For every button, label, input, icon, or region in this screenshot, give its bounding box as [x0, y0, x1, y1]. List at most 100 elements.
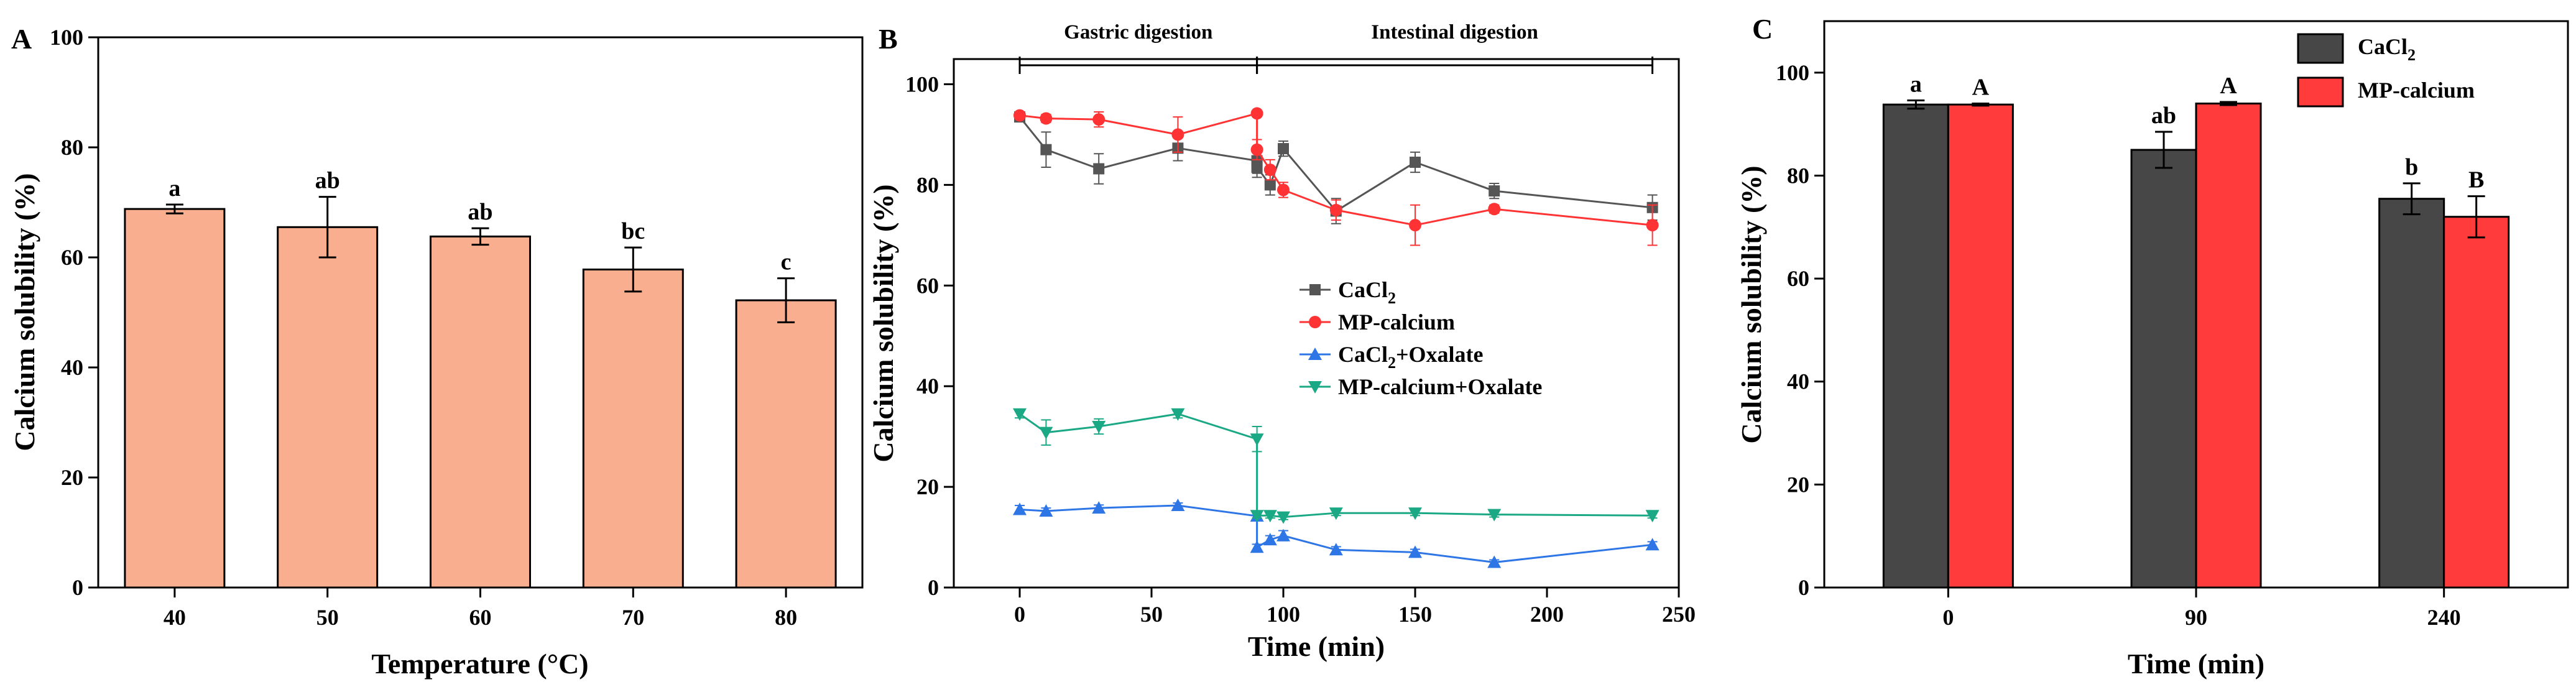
panel-b-legend-label: MP-calcium+Oxalate: [1338, 374, 1542, 399]
panel-b-data-point: [1093, 163, 1105, 175]
panel-a-y-axis-title: Calcium solubility (%): [9, 173, 40, 451]
panel-a-x-tick-label: 60: [469, 605, 492, 630]
panel-b-data-point: [1092, 113, 1106, 126]
panel-b-data-point: [1645, 538, 1660, 551]
panel-b-data-point: [1251, 162, 1263, 173]
panel-a-y-tick-label: 40: [61, 355, 83, 380]
panel-b-data-point: [1276, 511, 1290, 524]
panel-b-letter: B: [879, 23, 898, 55]
panel-a-significance-letter: a: [169, 175, 180, 201]
panel-b-data-point: [1039, 504, 1053, 517]
panel-b-x-tick-label: 150: [1398, 602, 1432, 627]
panel-c-y-tick-label: 100: [1776, 60, 1809, 85]
panel-b-y-tick-label: 60: [916, 273, 939, 298]
panel-b-data-point: [1250, 540, 1264, 553]
panel-b-y-tick-label: 0: [928, 575, 939, 600]
panel-b-legend-label: MP-calcium: [1338, 310, 1455, 334]
panel-b-data-point: [1263, 164, 1276, 177]
panel-b-y-tick-label: 20: [916, 474, 939, 499]
panel-c-x-tick-label: 240: [2427, 605, 2461, 630]
panel-c-letter: C: [1752, 13, 1773, 45]
panel-c-legend-label-main: CaCl: [2358, 34, 2407, 59]
panel-b-phase-label: Intestinal digestion: [1371, 21, 1538, 44]
panel-c-significance-letter: A: [1972, 75, 1990, 101]
panel-a-y-tick-label: 60: [61, 245, 83, 270]
panel-c-legend-label-subscript: 2: [2407, 46, 2416, 64]
panel-b-data-point: [1039, 426, 1053, 440]
panel-b: B Gastric digestion Intestinal digestion …: [867, 21, 1696, 662]
panel-b-series-line: [1019, 112, 1653, 226]
panel-b-data-point: [1645, 510, 1660, 523]
panel-c-bar: [2378, 198, 2445, 589]
panel-b-y-tick-label: 100: [905, 71, 939, 96]
panel-b-data-point: [1488, 203, 1501, 216]
panel-b-data-point: [1329, 543, 1343, 556]
panel-c-legend-label-main: MP-calcium: [2358, 78, 2475, 103]
panel-a-x-tick-label: 50: [316, 605, 339, 630]
panel-b-data-point: [1250, 143, 1263, 156]
panel-c-significance-letter: B: [2468, 167, 2484, 193]
panel-b-x-tick-label: 250: [1662, 602, 1696, 627]
panel-a-bar: [124, 208, 226, 589]
panel-c-y-tick-label: 60: [1787, 266, 1809, 291]
panel-b-x-axis-title: Time (min): [1248, 630, 1385, 662]
panel-a-y-tick-label: 20: [61, 465, 83, 490]
panel-a-x-tick-label: 80: [775, 605, 797, 630]
panel-c-bar: [1947, 103, 2014, 589]
panel-c-significance-letter: A: [2220, 73, 2237, 99]
panel-b-x-tick-label: 100: [1267, 602, 1300, 627]
panel-c-x-tick-label: 90: [2185, 605, 2207, 630]
panel-c-significance-letter: a: [1910, 71, 1922, 98]
panel-b-data-point: [1250, 107, 1263, 120]
panel-c-y-tick-label: 20: [1787, 472, 1809, 497]
panel-b-data-point: [1276, 528, 1290, 542]
panel-b-data-point: [1171, 128, 1184, 141]
panel-b-legend-label-main: MP-calcium+Oxalate: [1338, 374, 1542, 399]
panel-b-legend-label-suffix: +Oxalate: [1396, 342, 1484, 367]
panel-b-data-point: [1410, 156, 1421, 168]
panel-b-data-point: [1263, 533, 1277, 546]
panel-b-legend-label: CaCl2: [1338, 277, 1396, 307]
panel-b-data-point: [1171, 499, 1185, 512]
panel-b-x-tick-label: 50: [1140, 602, 1163, 627]
panel-c-y-tick-label: 40: [1787, 369, 1809, 394]
panel-c-bar: [2443, 216, 2510, 589]
panel-b-data-point: [1278, 143, 1289, 155]
panel-b-data-point: [1329, 507, 1343, 520]
panel-b-data-point: [1040, 112, 1053, 125]
panel-b-data-point: [1040, 144, 1052, 155]
panel-b-legend-marker: [1308, 381, 1322, 394]
panel-b-data-point: [1013, 109, 1026, 122]
panel-b-data-point: [1263, 510, 1277, 523]
panel-c-x-tick-label: 0: [1942, 605, 1954, 630]
panel-a-tick-group: 0 20 40 60 80 100 40 50 60 70 80: [50, 25, 797, 630]
panel-a-x-tick-label: 40: [164, 605, 186, 630]
panel-b-tick-group: 0 20 40 60 80 100 0 50 100 150 200 250: [905, 71, 1696, 627]
panel-b-data-point: [1408, 545, 1422, 558]
panel-c-legend-swatch: [2297, 33, 2344, 64]
panel-b-legend-marker: [1309, 316, 1321, 328]
panel-a-significance-letter: c: [781, 249, 792, 275]
panel-b-legend-marker: [1309, 284, 1321, 295]
panel-b-data-point: [1250, 433, 1264, 446]
panel-b-series-line: [1019, 504, 1653, 564]
panel-b-data-point: [1329, 203, 1342, 216]
panel-a-x-axis-title: Temperature (°C): [371, 648, 588, 680]
panel-b-data-point: [1646, 219, 1659, 232]
panel-b-y-tick-label: 40: [916, 374, 939, 399]
panel-b-legend-marker: [1308, 348, 1322, 360]
panel-c-x-axis-title: Time (min): [2128, 648, 2264, 680]
panel-a-plot-frame: [97, 36, 864, 589]
panel-b-phase-brackets: Gastric digestion Intestinal digestion: [1018, 21, 1654, 74]
panel-b-y-tick-label: 80: [916, 172, 939, 197]
panel-b-legend-label-main: MP-calcium: [1338, 310, 1455, 334]
panel-a-bar-group: a ab ab bc c: [124, 168, 837, 589]
panel-b-legend-label-main: CaCl: [1338, 342, 1388, 367]
panel-b-data-point: [1409, 219, 1421, 232]
panel-b-data-point: [1250, 510, 1264, 523]
panel-b-y-axis-title: Calcium solubility (%): [867, 184, 899, 462]
panel-a: A 0 20 40 60 80 100 40 50 60 70 80 a ab ab bc c Calciu…: [9, 23, 864, 680]
panel-b-legend-label-subscript: 2: [1388, 289, 1396, 307]
panel-a-bar: [277, 226, 379, 589]
